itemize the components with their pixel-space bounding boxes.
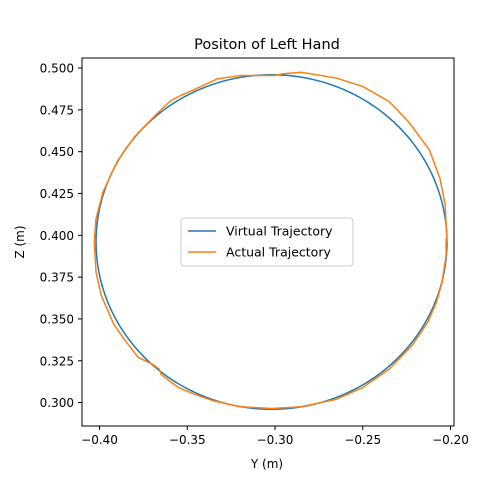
y-axis-label: Z (m) xyxy=(13,225,27,258)
x-axis: −0.40 −0.35 −0.30 −0.25 −0.20 xyxy=(81,426,469,447)
plot-area xyxy=(81,57,455,427)
x-tick-label: −0.35 xyxy=(169,433,206,447)
x-axis-label: Y (m) xyxy=(250,457,283,471)
series-layer xyxy=(93,71,448,411)
y-tick-label: 0.300 xyxy=(40,396,74,410)
y-tick-label: 0.400 xyxy=(40,229,74,243)
y-tick-label: 0.450 xyxy=(40,145,74,159)
series-line-virtual-trajectory xyxy=(95,73,448,411)
legend: Virtual Trajectory Actual Trajectory xyxy=(180,217,354,267)
x-tick-label: −0.20 xyxy=(432,433,469,447)
legend-label-virtual-trajectory: Virtual Trajectory xyxy=(226,224,333,239)
legend-box xyxy=(180,217,354,267)
y-axis: 0.300 0.325 0.350 0.375 0.400 0.425 0.450 0.475… xyxy=(40,62,82,410)
x-tick-label: −0.40 xyxy=(81,433,118,447)
x-tick-label: −0.25 xyxy=(344,433,381,447)
chart-title: Positon of Left Hand xyxy=(194,37,340,53)
y-tick-label: 0.325 xyxy=(40,354,74,368)
y-tick-label: 0.475 xyxy=(40,103,74,117)
x-tick-label: −0.30 xyxy=(257,433,294,447)
y-tick-label: 0.500 xyxy=(40,62,74,76)
y-tick-label: 0.350 xyxy=(40,312,74,326)
legend-label-actual-trajectory: Actual Trajectory xyxy=(226,245,331,260)
y-tick-label: 0.425 xyxy=(40,187,74,201)
series-line-actual-trajectory xyxy=(93,71,448,410)
y-tick-label: 0.375 xyxy=(40,271,74,285)
axes-frame xyxy=(81,57,455,427)
